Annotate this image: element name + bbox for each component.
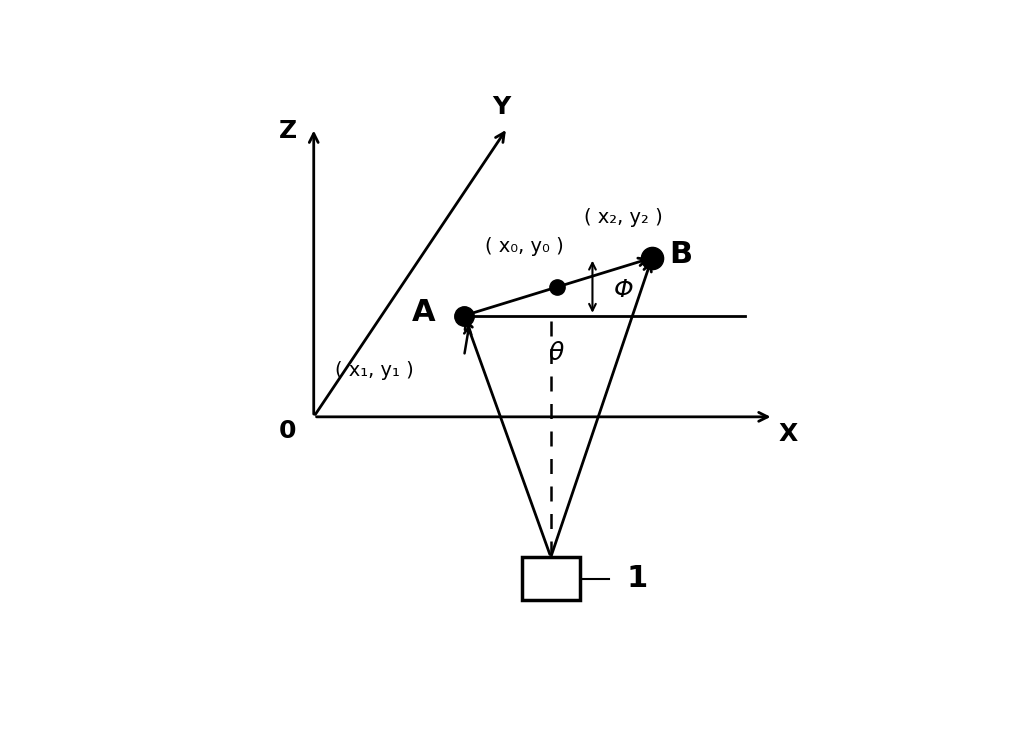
Text: Z: Z — [279, 119, 297, 143]
Text: 0: 0 — [279, 419, 297, 443]
Text: 1: 1 — [627, 564, 648, 593]
Text: ( x₀, y₀ ): ( x₀, y₀ ) — [485, 237, 564, 256]
Bar — [522, 557, 580, 601]
Text: ( x₂, y₂ ): ( x₂, y₂ ) — [584, 208, 663, 227]
Text: X: X — [778, 422, 798, 446]
Text: Φ: Φ — [613, 278, 633, 302]
Text: A: A — [412, 298, 435, 327]
Text: θ: θ — [549, 341, 564, 365]
Text: B: B — [670, 240, 692, 270]
Text: ( x₁, y₁ ): ( x₁, y₁ ) — [335, 361, 414, 380]
Text: Y: Y — [493, 95, 511, 119]
